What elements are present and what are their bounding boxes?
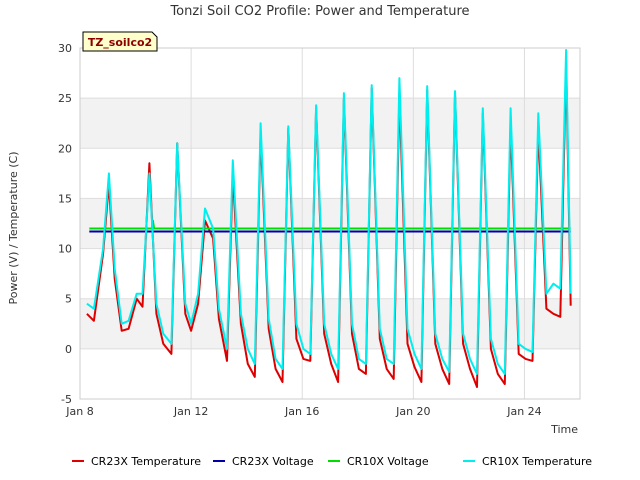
x-axis-ticks: Jan 8 Jan 12 Jan 16 Jan 20 Jan 24	[65, 405, 541, 418]
y-tick-label: 25	[58, 92, 72, 105]
series-lines	[86, 49, 572, 388]
x-axis-label: Time	[550, 423, 578, 436]
grid-bands	[80, 98, 580, 349]
x-tick-label: Jan 20	[395, 405, 430, 418]
x-tick-label: Jan 12	[173, 405, 208, 418]
legend-label: CR23X Voltage	[232, 455, 314, 468]
y-tick-label: 10	[58, 243, 72, 256]
badge-box	[82, 31, 158, 52]
cr10x-temperature-line	[86, 49, 572, 375]
station-badge: TZ_soilco2	[82, 31, 158, 52]
y-tick-label: 20	[58, 142, 72, 155]
legend-label: CR10X Temperature	[482, 455, 592, 468]
badge-label: TZ_soilco2	[88, 36, 152, 49]
y-tick-label: 15	[58, 192, 72, 205]
cr23x-temperature-line	[86, 62, 572, 388]
y-tick-label: 5	[65, 293, 72, 306]
x-tick-label: Jan 16	[284, 405, 319, 418]
legend-label: CR10X Voltage	[347, 455, 429, 468]
x-tick-label: Jan 24	[506, 405, 541, 418]
legend-label: CR23X Temperature	[91, 455, 201, 468]
y-axis-ticks: -5 0 5 10 15 20 25 30	[58, 42, 72, 406]
y-tick-label: 0	[65, 343, 72, 356]
x-tick-label: Jan 8	[65, 405, 93, 418]
legend: CR23X Temperature CR23X Voltage CR10X Volt…	[72, 455, 592, 468]
chart-title: Tonzi Soil CO2 Profile: Power and Temper…	[169, 4, 469, 19]
y-tick-label: -5	[61, 393, 72, 406]
y-axis-label: Power (V) / Temperature (C)	[7, 151, 20, 304]
grid-band	[80, 98, 580, 149]
y-tick-label: 30	[58, 42, 72, 55]
grid-band	[80, 198, 580, 249]
plot-frame	[79, 47, 581, 400]
